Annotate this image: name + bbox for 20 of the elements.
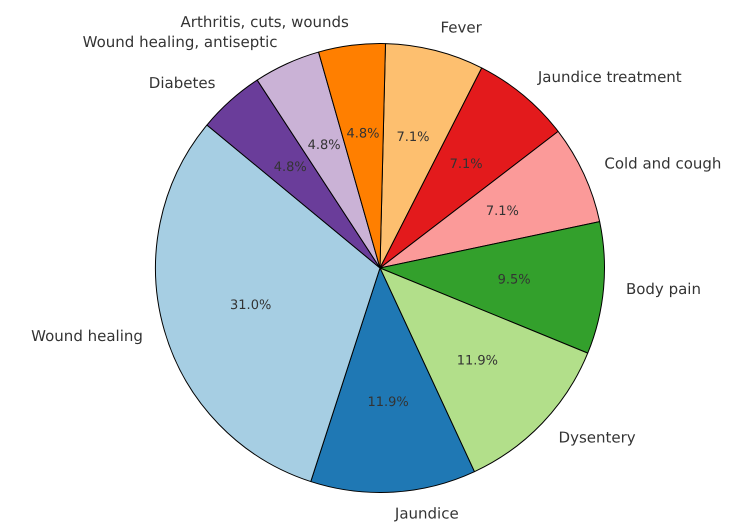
data-label: 11.9% [456,353,498,368]
slice-label: Arthritis, cuts, wounds [180,12,350,31]
slice-label: Jaundice [394,504,459,522]
slice-label: Wound healing, antiseptic [82,33,278,52]
slice-label: Wound healing [31,326,143,345]
data-label: 4.8% [308,138,341,153]
data-label: 9.5% [498,272,531,288]
data-label: 7.1% [396,130,430,145]
data-label: 31.0% [230,298,272,314]
slice-label: Diabetes [148,74,216,92]
slice-label: Fever [440,18,483,36]
data-label: 7.1% [450,156,483,172]
slice-label: Jaundice treatment [536,68,682,86]
slice-label: Body pain [626,280,701,298]
data-label: 4.8% [274,160,307,175]
data-label: 11.9% [367,394,409,410]
slice-label: Dysentery [558,428,636,447]
data-label: 4.8% [346,126,380,142]
slice-label: Cold and cough [604,154,722,173]
data-label: 7.1% [486,204,519,220]
